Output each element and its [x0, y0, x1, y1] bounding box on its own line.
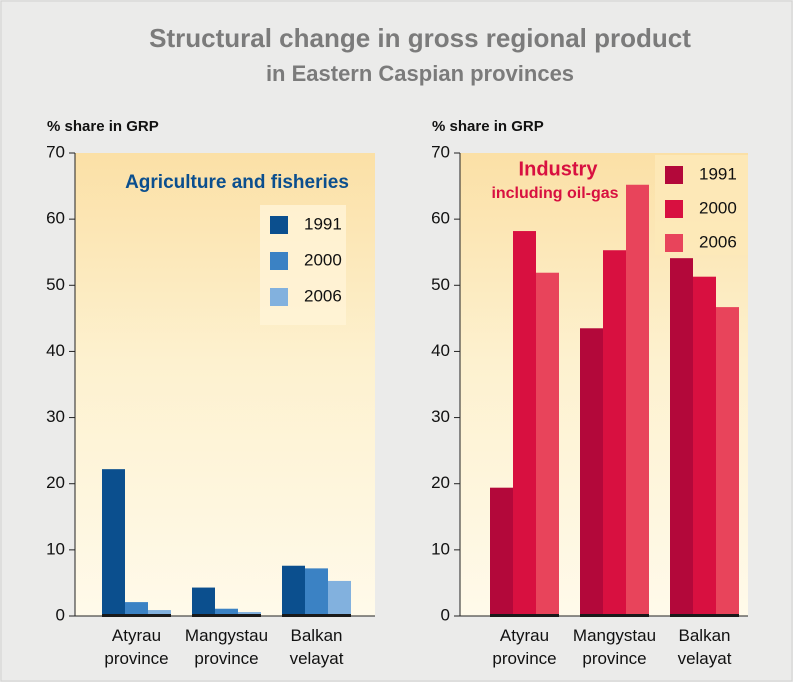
y-tick-label: 0	[56, 605, 65, 624]
bar	[282, 565, 305, 616]
title: Structural change in gross regional prod…	[149, 23, 691, 53]
legend-label: 1991	[699, 164, 737, 183]
legend-swatch	[665, 200, 683, 218]
bar	[215, 608, 238, 616]
legend-label: 2006	[304, 286, 342, 305]
bar	[536, 272, 559, 616]
bar	[490, 487, 513, 616]
legend-swatch	[665, 166, 683, 184]
y-axis-label: % share in GRP	[432, 118, 544, 135]
x-tick-label: Atyrau province	[492, 626, 557, 668]
bar-base	[490, 614, 559, 617]
bar	[513, 231, 536, 616]
bar	[148, 610, 171, 616]
y-tick-label: 50	[431, 275, 450, 294]
bar	[305, 568, 328, 616]
chart-title: Agriculture and fisheries	[125, 172, 349, 193]
bar	[328, 580, 351, 616]
legend-swatch	[270, 288, 288, 306]
y-tick-label: 50	[46, 275, 65, 294]
bar	[693, 276, 716, 616]
y-tick-label: 20	[46, 473, 65, 492]
legend-label: 2000	[304, 250, 342, 269]
y-tick-label: 70	[46, 142, 65, 161]
y-tick-label: 10	[431, 539, 450, 558]
y-tick-label: 10	[46, 539, 65, 558]
bar-base	[102, 614, 171, 617]
bar	[192, 587, 215, 616]
bar	[670, 258, 693, 616]
y-tick-label: 40	[431, 341, 450, 360]
legend-label: 2006	[699, 232, 737, 251]
y-tick-label: 30	[431, 407, 450, 426]
bar-base	[580, 614, 649, 617]
y-tick-label: 60	[46, 209, 65, 228]
y-tick-label: 0	[441, 605, 450, 624]
x-tick-label: Mangystau province	[184, 626, 269, 668]
y-axis-label: % share in GRP	[47, 118, 159, 135]
y-tick-label: 40	[46, 341, 65, 360]
bar	[580, 328, 603, 616]
x-tick-label: Mangystau province	[572, 626, 657, 668]
x-tick-label: Balkan velayat	[289, 626, 344, 668]
subtitle: in Eastern Caspian provinces	[266, 61, 574, 86]
legend-label: 2000	[699, 198, 737, 217]
legend-swatch	[270, 252, 288, 270]
legend-swatch	[665, 234, 683, 252]
bar	[125, 602, 148, 616]
legend-label: 1991	[304, 214, 342, 233]
legend-swatch	[270, 216, 288, 234]
bar	[626, 184, 649, 616]
chart-subtitle: including oil-gas	[491, 185, 618, 202]
y-tick-label: 70	[431, 142, 450, 161]
bar-base	[670, 614, 739, 617]
bar	[716, 307, 739, 616]
y-tick-label: 30	[46, 407, 65, 426]
y-tick-label: 20	[431, 473, 450, 492]
x-tick-label: Balkan velayat	[677, 626, 732, 668]
x-tick-label: Atyrau province	[104, 626, 169, 668]
y-tick-label: 60	[431, 209, 450, 228]
bar	[102, 469, 125, 616]
bar-base	[192, 614, 261, 617]
bar-base	[282, 614, 351, 617]
chart-title: Industry	[519, 158, 599, 180]
bar	[603, 250, 626, 617]
